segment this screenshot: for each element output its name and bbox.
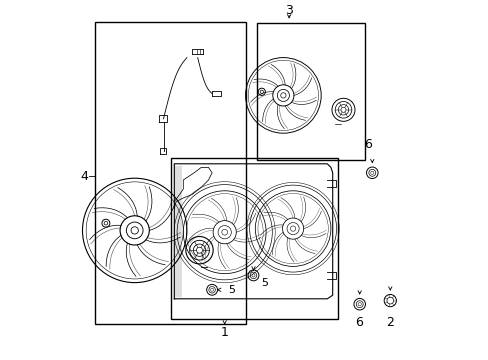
Text: 6: 6	[354, 316, 362, 329]
Text: 4: 4	[80, 170, 88, 183]
Text: 5: 5	[228, 285, 235, 295]
Bar	[170, 158, 337, 319]
Bar	[95, 22, 246, 324]
Text: 2: 2	[386, 316, 393, 329]
Text: 5: 5	[260, 278, 267, 288]
Text: 6: 6	[363, 138, 371, 150]
Bar	[257, 23, 365, 160]
Text: 3: 3	[285, 4, 292, 17]
Text: 1: 1	[220, 327, 228, 339]
